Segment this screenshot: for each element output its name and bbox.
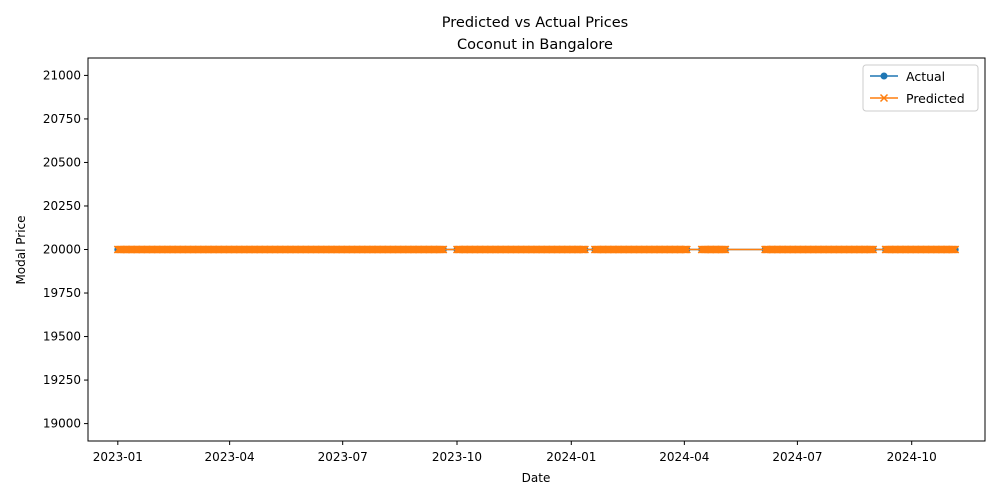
data-point-predicted (579, 245, 588, 254)
x-tick-label: 2023-10 (432, 450, 482, 464)
data-point-predicted (438, 245, 447, 254)
data-point-predicted (949, 245, 958, 254)
y-tick-label: 19500 (43, 330, 81, 344)
data-point-predicted (951, 245, 960, 254)
data-point-predicted (721, 245, 730, 254)
data-point-predicted (682, 245, 691, 254)
x-axis: 2023-01 2023-04 2023-07 2023-10 2024-01 2024-… (93, 441, 937, 464)
legend-predicted-marker (879, 93, 889, 103)
y-tick-label: 20250 (43, 199, 81, 213)
x-tick-label: 2024-01 (546, 450, 596, 464)
x-tick-label: 2024-10 (887, 450, 937, 464)
data-point-predicted (718, 245, 727, 254)
x-tick-label: 2023-04 (205, 450, 255, 464)
series-markers-predicted (113, 245, 960, 254)
x-axis-label: Date (522, 471, 551, 485)
data-point-predicted (578, 245, 587, 254)
chart-title: Predicted vs Actual Prices (442, 15, 628, 31)
data-point-predicted (869, 245, 878, 254)
data-point-predicted (866, 245, 875, 254)
data-point-predicted (948, 245, 957, 254)
legend-actual-label: Actual (906, 69, 945, 84)
plot-frame (87, 57, 986, 442)
data-point-predicted (867, 245, 876, 254)
legend-actual-marker (880, 72, 888, 80)
x-tick-label: 2024-07 (772, 450, 822, 464)
y-axis: 19000 19250 19500 19750 20000 20250 20500 20750… (43, 68, 88, 431)
data-point-predicted (580, 245, 589, 254)
y-tick-label: 19250 (43, 373, 81, 387)
y-tick-label: 19000 (43, 417, 81, 431)
legend: Actual Predicted (862, 64, 979, 112)
plot-area (113, 245, 960, 254)
data-point-predicted (439, 245, 448, 254)
y-tick-label: 20750 (43, 112, 81, 126)
x-tick-label: 2023-07 (318, 450, 368, 464)
y-tick-label: 20000 (43, 243, 81, 257)
x-tick-label: 2024-04 (659, 450, 709, 464)
y-axis-label: Modal Price (14, 215, 28, 284)
data-point-predicted (720, 245, 729, 254)
y-tick-label: 21000 (43, 68, 81, 82)
y-tick-label: 20500 (43, 155, 81, 169)
legend-predicted-label: Predicted (906, 91, 965, 106)
data-point-predicted (436, 245, 445, 254)
chart-subtitle: Coconut in Bangalore (457, 37, 613, 53)
x-tick-label: 2023-01 (93, 450, 143, 464)
y-tick-label: 19750 (43, 286, 81, 300)
data-point-predicted (680, 245, 689, 254)
data-point-predicted (681, 245, 690, 254)
